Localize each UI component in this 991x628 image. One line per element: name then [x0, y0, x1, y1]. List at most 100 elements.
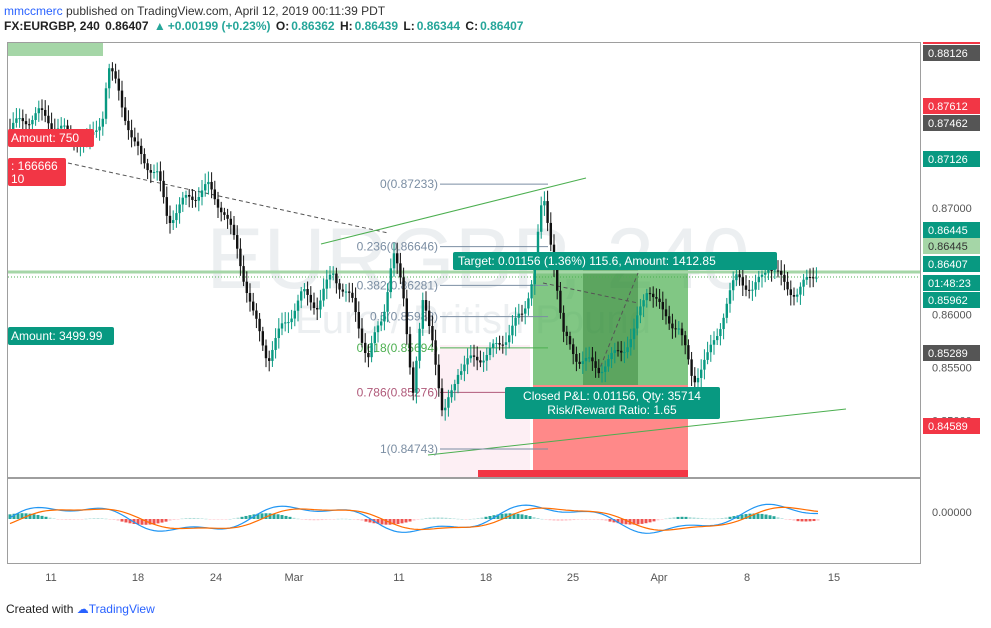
- histogram-bar: [644, 519, 648, 524]
- histogram-bar: [76, 519, 80, 520]
- histogram-bar: [204, 518, 208, 520]
- amount-750-badge[interactable]: Amount: 750: [8, 129, 94, 147]
- candle-body: [805, 277, 808, 280]
- tradingview-brand[interactable]: TradingView: [88, 602, 155, 616]
- candlesticks[interactable]: [8, 62, 818, 421]
- macd-chart[interactable]: [8, 479, 920, 563]
- candle-body: [783, 274, 786, 282]
- histogram-bar: [196, 518, 200, 519]
- author-link[interactable]: mmccmerc: [4, 4, 63, 18]
- position-profit-zone: [533, 270, 688, 385]
- candle-body: [175, 213, 178, 221]
- histogram-bar: [568, 519, 572, 521]
- histogram-bar: [152, 519, 156, 525]
- candle-body: [101, 118, 104, 127]
- candle-body: [575, 354, 578, 362]
- candle-body: [367, 352, 370, 358]
- channel-line-lower[interactable]: [427, 408, 847, 456]
- candle-body: [220, 207, 223, 213]
- candle-body: [661, 301, 664, 310]
- candle-body: [594, 361, 597, 368]
- time-axis[interactable]: 11 18 24 Mar 11 18 25 Apr 8 15: [7, 564, 921, 590]
- candle-body: [120, 90, 124, 108]
- candle-body: [140, 145, 143, 155]
- candle-body: [181, 197, 184, 205]
- price-chart[interactable]: EURGBP, 240 Euro / British Pound 0(0.872…: [8, 43, 920, 477]
- candle-body: [440, 388, 444, 411]
- histogram-bar: [576, 519, 580, 520]
- target-badge[interactable]: Target: 0.01156 (1.36%) 115.6, Amount: 1…: [453, 252, 777, 270]
- candle-body: [408, 334, 412, 368]
- trend-line-dashed[interactable]: [67, 162, 389, 234]
- candle-body: [412, 367, 415, 393]
- histogram-bar: [684, 516, 688, 519]
- histogram-bar: [592, 519, 596, 520]
- histogram-bar: [724, 517, 728, 519]
- price-pane[interactable]: EURGBP, 240 Euro / British Pound 0(0.872…: [7, 42, 921, 478]
- candle-body: [399, 263, 402, 278]
- trend-line-dashed-2[interactable]: [542, 282, 639, 304]
- candle-body: [607, 359, 610, 367]
- histogram-bar: [360, 519, 364, 521]
- candle-body: [232, 224, 236, 236]
- candle-body: [786, 281, 789, 290]
- histogram-bar: [104, 518, 108, 520]
- histogram-bar: [536, 518, 540, 519]
- candle-body: [492, 343, 495, 349]
- symbol-label[interactable]: FX:EURGBP, 240: [4, 19, 100, 33]
- amount-3499-badge[interactable]: Amount: 3499.99: [8, 327, 114, 345]
- histogram-bar: [440, 517, 444, 519]
- candle-body: [732, 280, 735, 291]
- time-tick-2: 24: [210, 572, 222, 584]
- candle-body: [376, 325, 380, 333]
- histogram-bar: [448, 518, 452, 519]
- channel-line-upper[interactable]: [320, 177, 587, 245]
- histogram-bar: [216, 519, 220, 520]
- candle-body: [511, 325, 514, 336]
- histogram-bar: [756, 513, 760, 519]
- price-axis[interactable]: 0.885000.880000.875000.870000.865000.860…: [922, 28, 991, 564]
- time-axis-svg[interactable]: 11 18 24 Mar 11 18 25 Apr 8 15: [7, 564, 921, 590]
- candle-body: [421, 300, 424, 329]
- histogram-bar: [660, 519, 664, 520]
- histogram-bar: [680, 516, 684, 519]
- histogram-bar: [32, 514, 36, 519]
- candle-body: [728, 290, 732, 304]
- top-green-band: [8, 43, 103, 56]
- fib-label-5: 0.786(0.85276): [357, 385, 438, 399]
- qty-badge[interactable]: : 166666 10: [8, 158, 66, 186]
- histogram-bar: [816, 519, 820, 521]
- histogram-bar: [664, 518, 668, 520]
- candle-body: [245, 281, 248, 294]
- histogram-bar: [324, 519, 328, 520]
- trend-line-dashed-3[interactable]: [597, 272, 639, 374]
- indicator-pane[interactable]: [7, 478, 921, 564]
- pnl-badge[interactable]: Closed P&L: 0.01156, Qty: 35714 Risk/Rew…: [505, 387, 720, 419]
- candle-body: [520, 313, 524, 315]
- stop-badge-clipped[interactable]: [478, 470, 688, 477]
- histogram-bar: [268, 513, 272, 519]
- candle-body: [309, 294, 312, 303]
- histogram-bar: [488, 515, 492, 519]
- candle-body: [712, 340, 716, 345]
- candle-body: [194, 199, 197, 201]
- price-axis-svg[interactable]: 0.885000.880000.875000.870000.865000.860…: [922, 28, 991, 564]
- histogram-bar: [692, 517, 696, 519]
- candle-body: [31, 119, 34, 125]
- histogram-bar: [368, 519, 372, 523]
- symbol-line: FX:EURGBP, 240 0.86407 ▲ +0.00199 (+0.23%…: [4, 19, 525, 34]
- time-tick-1: 18: [132, 572, 144, 584]
- candle-body: [514, 317, 517, 326]
- histogram-bar: [84, 518, 88, 520]
- candle-body: [626, 347, 629, 353]
- candle-body: [370, 343, 373, 358]
- candle-body: [178, 204, 181, 214]
- histogram-bar: [72, 519, 76, 520]
- fibonacci-retracement[interactable]: 0(0.87233)0.236(0.86646)0.382(0.86281)0.…: [357, 177, 548, 456]
- price-label-9: 0.85962: [923, 292, 980, 308]
- histogram-bar: [120, 519, 124, 522]
- candle-body: [261, 331, 264, 346]
- candle-body: [210, 181, 213, 190]
- candle-body: [540, 205, 543, 232]
- histogram-bar: [496, 514, 500, 519]
